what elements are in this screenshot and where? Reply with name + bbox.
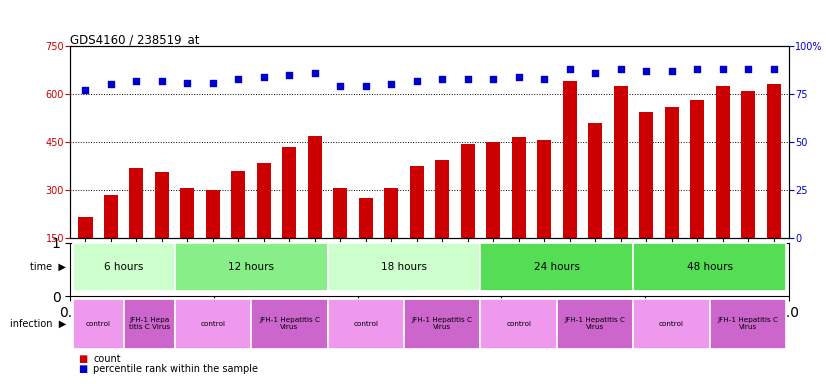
Bar (710, 299, 786, 349)
Text: 18 hours: 18 hours (381, 262, 427, 272)
Text: ■: ■ (78, 364, 88, 374)
Point (716, 66, 729, 72)
Bar (282, 147, 297, 238)
Text: 12 hours: 12 hours (228, 262, 274, 272)
Text: count: count (93, 354, 121, 364)
Bar (104, 195, 118, 238)
Bar (537, 141, 551, 238)
Bar (174, 299, 251, 349)
Text: control: control (201, 321, 225, 327)
Bar (328, 243, 481, 291)
Bar (73, 243, 174, 291)
Bar (511, 137, 525, 238)
Text: time  ▶: time ▶ (31, 262, 66, 272)
Point (232, 76, 245, 82)
Text: 48 hours: 48 hours (687, 262, 733, 272)
Text: JFH-1 Hepatitis C
Virus: JFH-1 Hepatitis C Virus (259, 318, 320, 330)
Bar (563, 81, 577, 238)
Point (691, 66, 704, 72)
Text: control: control (354, 321, 378, 327)
Point (257, 74, 270, 80)
Bar (435, 160, 449, 238)
Bar (334, 189, 348, 238)
Point (334, 83, 347, 89)
Point (435, 76, 449, 82)
Bar (206, 190, 220, 238)
Point (487, 76, 500, 82)
Bar (155, 172, 169, 238)
Point (79, 87, 93, 93)
Point (512, 74, 525, 80)
Point (308, 70, 321, 76)
Text: control: control (86, 321, 111, 327)
Point (767, 66, 780, 72)
Point (589, 70, 602, 76)
Point (614, 66, 627, 72)
Bar (231, 171, 245, 238)
Bar (384, 189, 398, 238)
Bar (614, 86, 628, 238)
Bar (410, 166, 424, 238)
Bar (634, 243, 786, 291)
Point (155, 78, 169, 84)
Point (359, 83, 373, 89)
Point (385, 81, 398, 88)
Point (206, 79, 220, 86)
Bar (308, 136, 322, 238)
Bar (130, 168, 144, 238)
Bar (665, 107, 679, 238)
Point (563, 66, 577, 72)
Point (130, 78, 143, 84)
Text: 24 hours: 24 hours (534, 262, 580, 272)
Point (104, 81, 117, 88)
Text: infection  ▶: infection ▶ (10, 319, 66, 329)
Bar (328, 299, 404, 349)
Bar (78, 217, 93, 238)
Bar (358, 198, 373, 238)
Text: control: control (506, 321, 531, 327)
Text: JFH-1 Hepatitis C
Virus: JFH-1 Hepatitis C Virus (412, 318, 472, 330)
Bar (481, 299, 557, 349)
Bar (634, 299, 710, 349)
Bar (690, 101, 704, 238)
Bar (180, 189, 194, 238)
Bar (588, 123, 602, 238)
Text: control: control (659, 321, 684, 327)
Bar (124, 299, 174, 349)
Bar (767, 84, 781, 238)
Bar (481, 243, 634, 291)
Bar (174, 243, 328, 291)
Bar (257, 163, 271, 238)
Text: JFH-1 Hepatitis C
Virus: JFH-1 Hepatitis C Virus (565, 318, 625, 330)
Bar (251, 299, 328, 349)
Bar (487, 142, 501, 238)
Text: 6 hours: 6 hours (104, 262, 144, 272)
Bar (639, 112, 653, 238)
Point (538, 76, 551, 82)
Point (181, 79, 194, 86)
Text: GDS4160 / 238519_at: GDS4160 / 238519_at (70, 33, 200, 46)
Point (282, 72, 296, 78)
Bar (461, 144, 475, 238)
Text: JFH-1 Hepatitis C
Virus: JFH-1 Hepatitis C Virus (718, 318, 779, 330)
Point (665, 68, 678, 74)
Bar (404, 299, 481, 349)
Bar (741, 91, 755, 238)
Text: percentile rank within the sample: percentile rank within the sample (93, 364, 259, 374)
Bar (715, 86, 729, 238)
Text: ■: ■ (78, 354, 88, 364)
Point (639, 68, 653, 74)
Bar (73, 299, 124, 349)
Bar (557, 299, 634, 349)
Point (461, 76, 474, 82)
Point (411, 78, 424, 84)
Text: JFH-1 Hepa
titis C Virus: JFH-1 Hepa titis C Virus (129, 318, 170, 330)
Point (742, 66, 755, 72)
